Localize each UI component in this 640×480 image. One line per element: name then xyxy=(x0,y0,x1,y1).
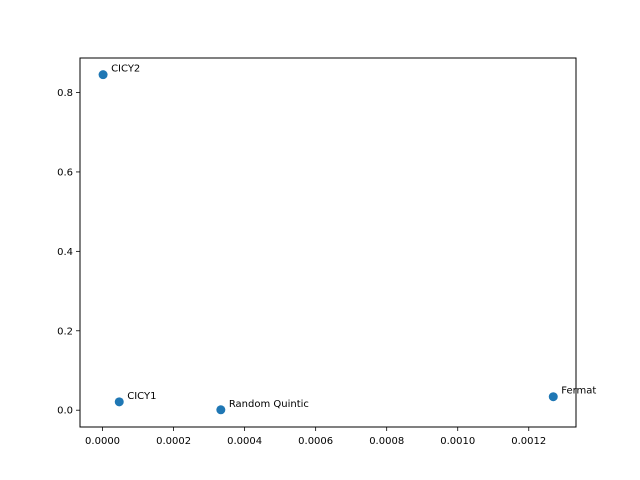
y-tick-label: 0.0 xyxy=(57,406,73,417)
point-label: Random Quintic xyxy=(229,399,309,410)
x-tick-label: 0.0000 xyxy=(85,436,120,447)
scatter-point xyxy=(114,397,124,407)
point-label: CICY2 xyxy=(111,64,140,75)
x-tick-label: 0.0006 xyxy=(298,436,333,447)
y-tick-label: 0.6 xyxy=(57,167,73,178)
x-axis: 0.0000 0.0002 0.0004 0.0006 0.0008 0.0010 0.00… xyxy=(85,427,546,447)
scatter-point xyxy=(548,392,558,402)
x-tick-label: 0.0012 xyxy=(511,436,546,447)
y-tick-label: 0.2 xyxy=(57,326,73,337)
axes-frame xyxy=(79,57,577,428)
x-tick-label: 0.0002 xyxy=(156,436,191,447)
x-tick-label: 0.0010 xyxy=(440,436,475,447)
point-label: CICY1 xyxy=(127,391,156,402)
scatter-point xyxy=(98,70,108,80)
y-tick-label: 0.4 xyxy=(57,247,73,258)
y-axis: 0.0 0.2 0.4 0.6 0.8 xyxy=(57,88,80,417)
x-tick-label: 0.0004 xyxy=(227,436,262,447)
point-label: Fermat xyxy=(561,386,596,397)
plot-marks: CICY2 CICY1 Random Quintic Fermat xyxy=(98,64,596,415)
x-tick-label: 0.0008 xyxy=(369,436,404,447)
scatter-point xyxy=(216,405,226,415)
y-tick-label: 0.8 xyxy=(57,88,73,99)
